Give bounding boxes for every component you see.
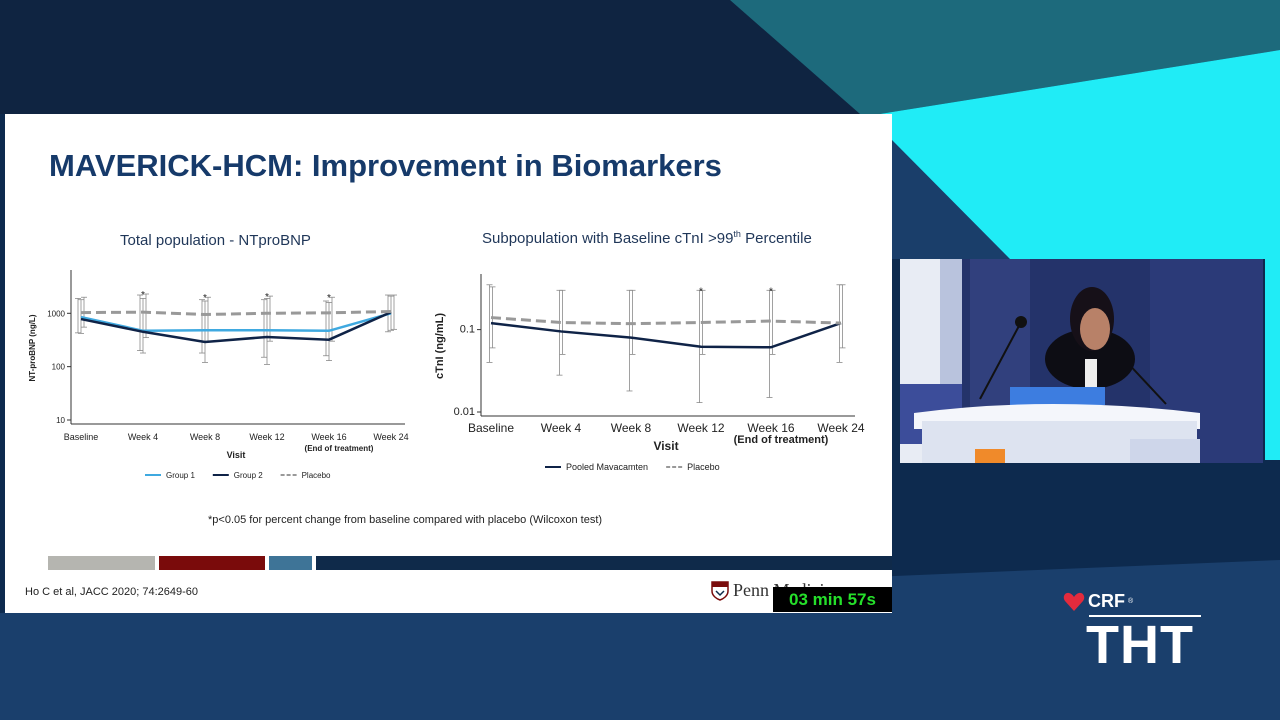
ntprobnp-x-tick-label: Week 4 (128, 432, 158, 442)
ntprobnp-x-tick-label: Week 12 (249, 432, 284, 442)
right-chart-title: Subpopulation with Baseline cTnI >99th P… (482, 229, 812, 247)
ctni-x-tick-label: Baseline (468, 421, 514, 435)
ntprobnp-y-axis-label: NT-proBNP (ng/L) (28, 314, 37, 381)
ntprobnp-x-tick-label: Week 24 (373, 432, 408, 442)
footer-bar-red (159, 556, 265, 570)
ntprobnp-chart: 10 100 1000 Baseline Week 4 Week 8 Week 12 Week… (28, 270, 409, 480)
left-chart-title: Total population - NTproBNP (120, 232, 311, 249)
ntprobnp-end-of-treatment-label: (End of treatment) (305, 444, 374, 453)
ctni-x-tick-label: Week 24 (817, 421, 864, 435)
ntprobnp-series-line (80, 311, 392, 344)
ctni-significance-marker: * (769, 286, 773, 297)
ntprobnp-legend-label: Group 2 (234, 471, 263, 480)
tht-logo-text: THT (1086, 615, 1194, 675)
crf-logo: CRF ® (1063, 591, 1133, 612)
ctni-y-axis-label: cTnI (ng/mL) (434, 313, 446, 379)
ntprobnp-y-tick-label: 10 (56, 416, 65, 425)
ctni-x-tick-label: Week 12 (677, 421, 724, 435)
registered-mark: ® (1128, 598, 1134, 605)
ntprobnp-x-axis-label: Visit (227, 450, 246, 460)
ntprobnp-x-tick-label: Week 16 (311, 432, 346, 442)
ntprobnp-legend-label: Group 1 (166, 471, 195, 480)
footer-bar-gray (48, 556, 155, 570)
ctni-series-line (490, 316, 842, 326)
ntprobnp-y-tick-label: 100 (52, 363, 66, 372)
ntprobnp-legend-label: Placebo (302, 471, 331, 480)
ctni-end-of-treatment-label: (End of treatment) (734, 434, 829, 446)
ntprobnp-x-tick-label: Week 8 (190, 432, 220, 442)
ctni-x-tick-label: Week 16 (747, 421, 794, 435)
ctni-significance-marker: * (699, 286, 703, 297)
ctni-x-tick-label: Week 4 (541, 421, 582, 435)
ctni-chart: 0.01 0.1 Baseline Week 4 Week 8 Week 12 Week 1… (434, 274, 865, 472)
slide-title: MAVERICK-HCM: Improvement in Biomarkers (49, 148, 722, 183)
ctni-x-axis-label: Visit (653, 439, 678, 453)
ctni-x-tick-label: Week 8 (611, 421, 652, 435)
ntprobnp-significance-marker: * (265, 292, 269, 303)
ctni-y-tick-label: 0.1 (460, 324, 475, 336)
ctni-y-tick-label: 0.01 (454, 406, 475, 418)
ntprobnp-y-tick-label: 1000 (47, 309, 65, 318)
presentation-slide: MAVERICK-HCM: Improvement in Biomarkers … (5, 114, 892, 613)
right-chart-title-suffix: Percentile (740, 230, 812, 247)
heart-icon (1063, 592, 1085, 611)
ctni-series-line (490, 321, 842, 349)
crf-logo-text: CRF (1088, 591, 1125, 611)
ntprobnp-significance-marker: * (203, 293, 207, 304)
footer-bar-navy (316, 556, 892, 570)
tht-divider (1089, 615, 1201, 617)
ntprobnp-x-tick-label: Baseline (64, 432, 99, 442)
ntprobnp-series-line (80, 310, 392, 316)
slide-citation: Ho C et al, JACC 2020; 74:2649-60 (25, 586, 199, 598)
right-chart-title-text: Subpopulation with Baseline cTnI >99 (482, 230, 734, 247)
slide-footnote: *p<0.05 for percent change from baseline… (208, 514, 603, 526)
penn-shield-icon (711, 580, 729, 601)
countdown-timer: 03 min 57s (773, 587, 892, 612)
ctni-legend-label: Placebo (687, 462, 720, 472)
ntprobnp-significance-marker: * (327, 293, 331, 304)
right-chart-title-superscript: th (733, 229, 741, 239)
ntprobnp-significance-marker: * (141, 290, 145, 301)
ctni-legend-label: Pooled Mavacamten (566, 462, 648, 472)
footer-bar-blue (269, 556, 312, 570)
speaker-video (900, 259, 1263, 463)
